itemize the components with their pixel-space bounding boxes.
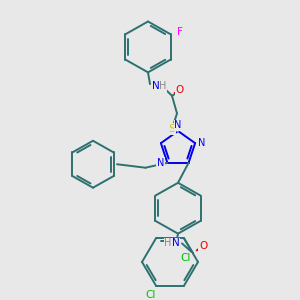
Text: S: S bbox=[168, 124, 175, 134]
Text: N: N bbox=[198, 138, 206, 148]
Text: O: O bbox=[176, 85, 184, 95]
Text: Cl: Cl bbox=[146, 290, 156, 300]
Text: N: N bbox=[152, 81, 160, 91]
Text: Cl: Cl bbox=[181, 253, 191, 263]
Text: H: H bbox=[164, 238, 172, 248]
Text: N: N bbox=[172, 238, 180, 248]
Text: N: N bbox=[157, 158, 164, 168]
Text: F: F bbox=[177, 27, 182, 37]
Text: O: O bbox=[199, 241, 207, 251]
Text: H: H bbox=[159, 81, 167, 91]
Text: N: N bbox=[174, 120, 182, 130]
